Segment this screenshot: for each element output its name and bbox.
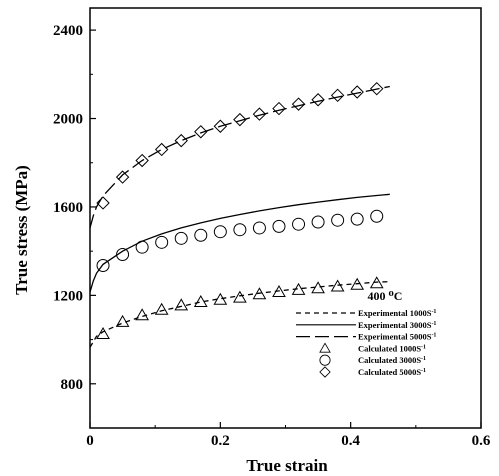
x-tick-label: 0.6 — [472, 433, 491, 449]
series-line-3 — [89, 85, 390, 229]
series-6-point — [233, 112, 247, 127]
series-4-point — [96, 327, 110, 340]
series-6-point — [330, 88, 345, 103]
series-4-point — [213, 292, 228, 305]
series-6-point — [96, 196, 110, 210]
legend-swatch-4 — [319, 342, 331, 353]
series-5-point — [252, 221, 266, 235]
series-4-point — [174, 298, 189, 311]
series-4-point — [115, 314, 130, 327]
y-tick-label: 2400 — [53, 23, 83, 39]
series-5-point — [311, 215, 325, 229]
y-tick-label: 1600 — [53, 200, 83, 216]
legend-title: 400 ⁰C — [368, 289, 403, 303]
series-6-point — [213, 119, 228, 133]
series-4-point — [311, 281, 325, 294]
series-6-point — [194, 125, 208, 139]
series-4-point — [291, 282, 306, 295]
x-tick-label: 0.4 — [341, 433, 360, 449]
series-line-1 — [89, 281, 390, 348]
series-6-point — [135, 153, 149, 168]
legend-label-superscript: -1 — [421, 344, 426, 350]
series-4-point — [252, 287, 267, 300]
legend-label-superscript: -1 — [431, 309, 436, 315]
series-4-point — [154, 302, 169, 315]
legend-marker-triangle — [319, 342, 331, 353]
series-5-point — [370, 209, 384, 223]
series-4-point — [369, 276, 384, 289]
series-line-2 — [89, 193, 390, 293]
series-4-point — [330, 279, 345, 292]
y-tick-label: 2000 — [53, 112, 83, 128]
legend-swatch-6 — [319, 366, 331, 378]
series-5-point — [96, 259, 110, 273]
series-5-point — [213, 225, 227, 239]
plot-frame — [89, 7, 482, 429]
x-tick-label: 0.2 — [211, 433, 230, 449]
y-axis-title: True stress (MPa) — [12, 165, 31, 295]
series-4-point — [135, 308, 149, 321]
legend-label-5: Calculated 3000S-1 — [358, 355, 426, 365]
legend: 400 ⁰C Experimental 1000S-1 Experimental 3… — [296, 289, 436, 378]
series-5-point — [155, 235, 169, 249]
axis-ticks: 0 0.2 0.4 0.6 800 1200 1600 2000 2400 — [53, 23, 491, 449]
series-5-point — [233, 223, 247, 237]
series-6-point — [370, 81, 384, 96]
x-axis-title: True strain — [246, 456, 328, 475]
series-5-point — [292, 217, 306, 231]
series-6-point — [311, 93, 325, 107]
series-5-point — [116, 247, 130, 261]
legend-swatch-5 — [319, 354, 331, 366]
series-4-point — [193, 294, 208, 307]
legend-label-superscript: -1 — [421, 368, 426, 374]
x-tick-label: 0 — [86, 433, 94, 449]
series-4-point — [350, 277, 365, 290]
series-4-point — [233, 290, 247, 303]
y-tick-label: 1200 — [53, 288, 83, 304]
legend-label-6: Calculated 5000S-1 — [358, 367, 426, 377]
legend-label-1: Experimental 1000S-1 — [358, 308, 436, 318]
series-6-point — [115, 170, 130, 184]
series-6-point — [350, 85, 364, 99]
series-5-point — [272, 219, 286, 233]
series-6-point — [272, 101, 286, 116]
legend-label-2: Experimental 3000S-1 — [358, 320, 436, 330]
legend-marker-circle — [319, 354, 331, 366]
legend-label-3: Experimental 5000S-1 — [358, 332, 436, 342]
legend-label-superscript: -1 — [431, 333, 436, 339]
series-5-point — [194, 228, 208, 242]
series-6-point — [174, 133, 188, 148]
legend-label-superscript: -1 — [431, 321, 436, 327]
series-5-point — [135, 240, 149, 254]
y-tick-label: 800 — [61, 377, 84, 393]
legend-marker-diamond — [319, 366, 331, 378]
series-6-point — [291, 97, 306, 111]
series-6-point — [154, 142, 169, 157]
series-5-point — [331, 213, 345, 227]
legend-label-4: Calculated 1000S-1 — [358, 343, 426, 353]
legend-label-superscript: -1 — [421, 356, 426, 362]
series-6-point — [252, 107, 267, 121]
plot-marks — [89, 81, 390, 348]
series-5-point — [174, 231, 188, 245]
series-5-point — [350, 212, 364, 226]
series-4-point — [272, 285, 286, 298]
